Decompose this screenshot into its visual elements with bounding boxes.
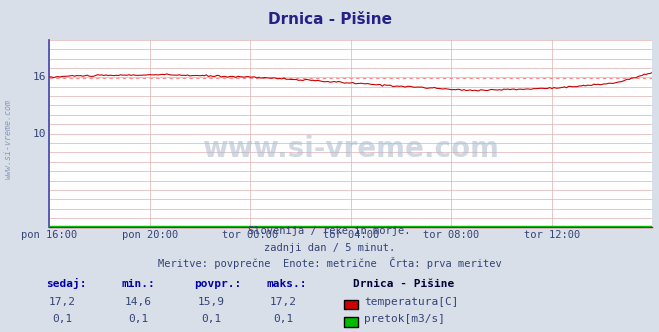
Text: 17,2: 17,2 (270, 297, 297, 307)
Text: temperatura[C]: temperatura[C] (364, 297, 458, 307)
Text: 10: 10 (33, 128, 46, 139)
Text: 16: 16 (33, 72, 46, 82)
Text: 0,1: 0,1 (201, 314, 221, 324)
Text: Drnica - Pišine: Drnica - Pišine (353, 279, 454, 289)
Text: povpr.:: povpr.: (194, 279, 242, 289)
Text: zadnji dan / 5 minut.: zadnji dan / 5 minut. (264, 243, 395, 253)
Text: Slovenija / reke in morje.: Slovenija / reke in morje. (248, 226, 411, 236)
Text: www.si-vreme.com: www.si-vreme.com (202, 135, 500, 163)
Text: sedaj:: sedaj: (46, 278, 86, 289)
Text: 0,1: 0,1 (273, 314, 293, 324)
Text: 14,6: 14,6 (125, 297, 152, 307)
Text: www.si-vreme.com: www.si-vreme.com (3, 100, 13, 179)
Text: Meritve: povprečne  Enote: metrične  Črta: prva meritev: Meritve: povprečne Enote: metrične Črta:… (158, 257, 501, 269)
Text: 17,2: 17,2 (49, 297, 76, 307)
Text: 0,1: 0,1 (53, 314, 72, 324)
Text: maks.:: maks.: (267, 279, 307, 289)
Text: Drnica - Pišine: Drnica - Pišine (268, 12, 391, 27)
Text: pretok[m3/s]: pretok[m3/s] (364, 314, 445, 324)
Text: 15,9: 15,9 (198, 297, 224, 307)
Text: min.:: min.: (122, 279, 156, 289)
Text: 0,1: 0,1 (129, 314, 148, 324)
